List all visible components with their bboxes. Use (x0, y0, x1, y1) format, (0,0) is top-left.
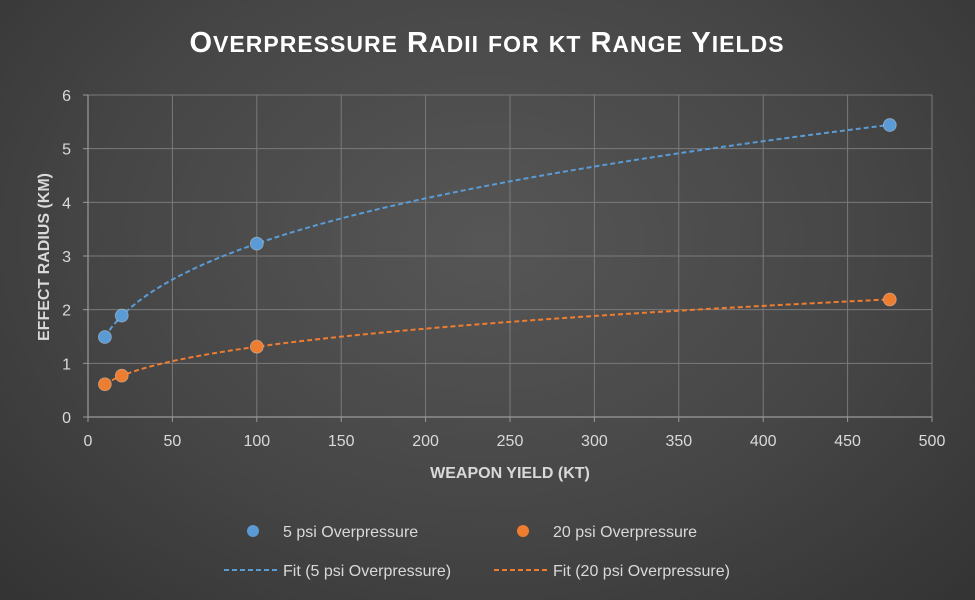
x-tick-label: 350 (665, 433, 692, 450)
x-tick-labels: 0 50 100 150 200 250 300 350 400 450 500 (84, 433, 946, 450)
x-tick-label: 500 (919, 433, 946, 450)
y-tick-label: 4 (62, 195, 71, 212)
legend-label: Fit (5 psi Overpressure) (283, 563, 451, 580)
data-points (97, 118, 897, 392)
x-tick-label: 450 (834, 433, 861, 450)
y-tick-label: 3 (62, 249, 71, 266)
legend-marker (517, 525, 529, 537)
y-tick-label: 2 (62, 303, 71, 320)
legend-label: Fit (20 psi Overpressure) (553, 563, 730, 580)
y-axis-title: EFFECT RADIUS (KM) (36, 173, 53, 341)
y-tick-label: 6 (62, 88, 71, 105)
data-point (97, 330, 112, 344)
x-axis-title: WEAPON YIELD (KT) (430, 465, 590, 482)
x-tick-label: 300 (581, 433, 608, 450)
data-point (114, 368, 129, 383)
axes (83, 94, 933, 422)
grid (87, 94, 933, 418)
x-tick-label: 400 (750, 433, 777, 450)
data-point (882, 118, 897, 132)
data-point (882, 292, 897, 307)
data-point (249, 339, 264, 354)
y-tick-label: 0 (62, 410, 71, 427)
legend: 5 psi Overpressure 20 psi Overpressure Fit… (224, 524, 730, 580)
x-tick-label: 250 (497, 433, 524, 450)
x-tick-label: 50 (164, 433, 182, 450)
x-tick-label: 150 (328, 433, 355, 450)
x-tick-label: 200 (412, 433, 439, 450)
y-tick-label: 1 (62, 356, 71, 373)
data-point (114, 308, 129, 323)
legend-label: 20 psi Overpressure (553, 524, 697, 541)
fit-line (104, 298, 890, 386)
data-point (97, 377, 112, 392)
legend-label: 5 psi Overpressure (283, 524, 418, 541)
y-tick-label: 5 (62, 142, 71, 159)
chart-title: OVERPRESSURE RADII FOR KT RANGE YIELDS (189, 27, 784, 59)
fit-lines (104, 123, 890, 386)
x-tick-label: 100 (243, 433, 270, 450)
legend-marker (247, 525, 259, 537)
data-point (249, 236, 264, 251)
x-tick-label: 0 (84, 433, 93, 450)
y-tick-labels: 0 1 2 3 4 5 6 (62, 88, 71, 427)
